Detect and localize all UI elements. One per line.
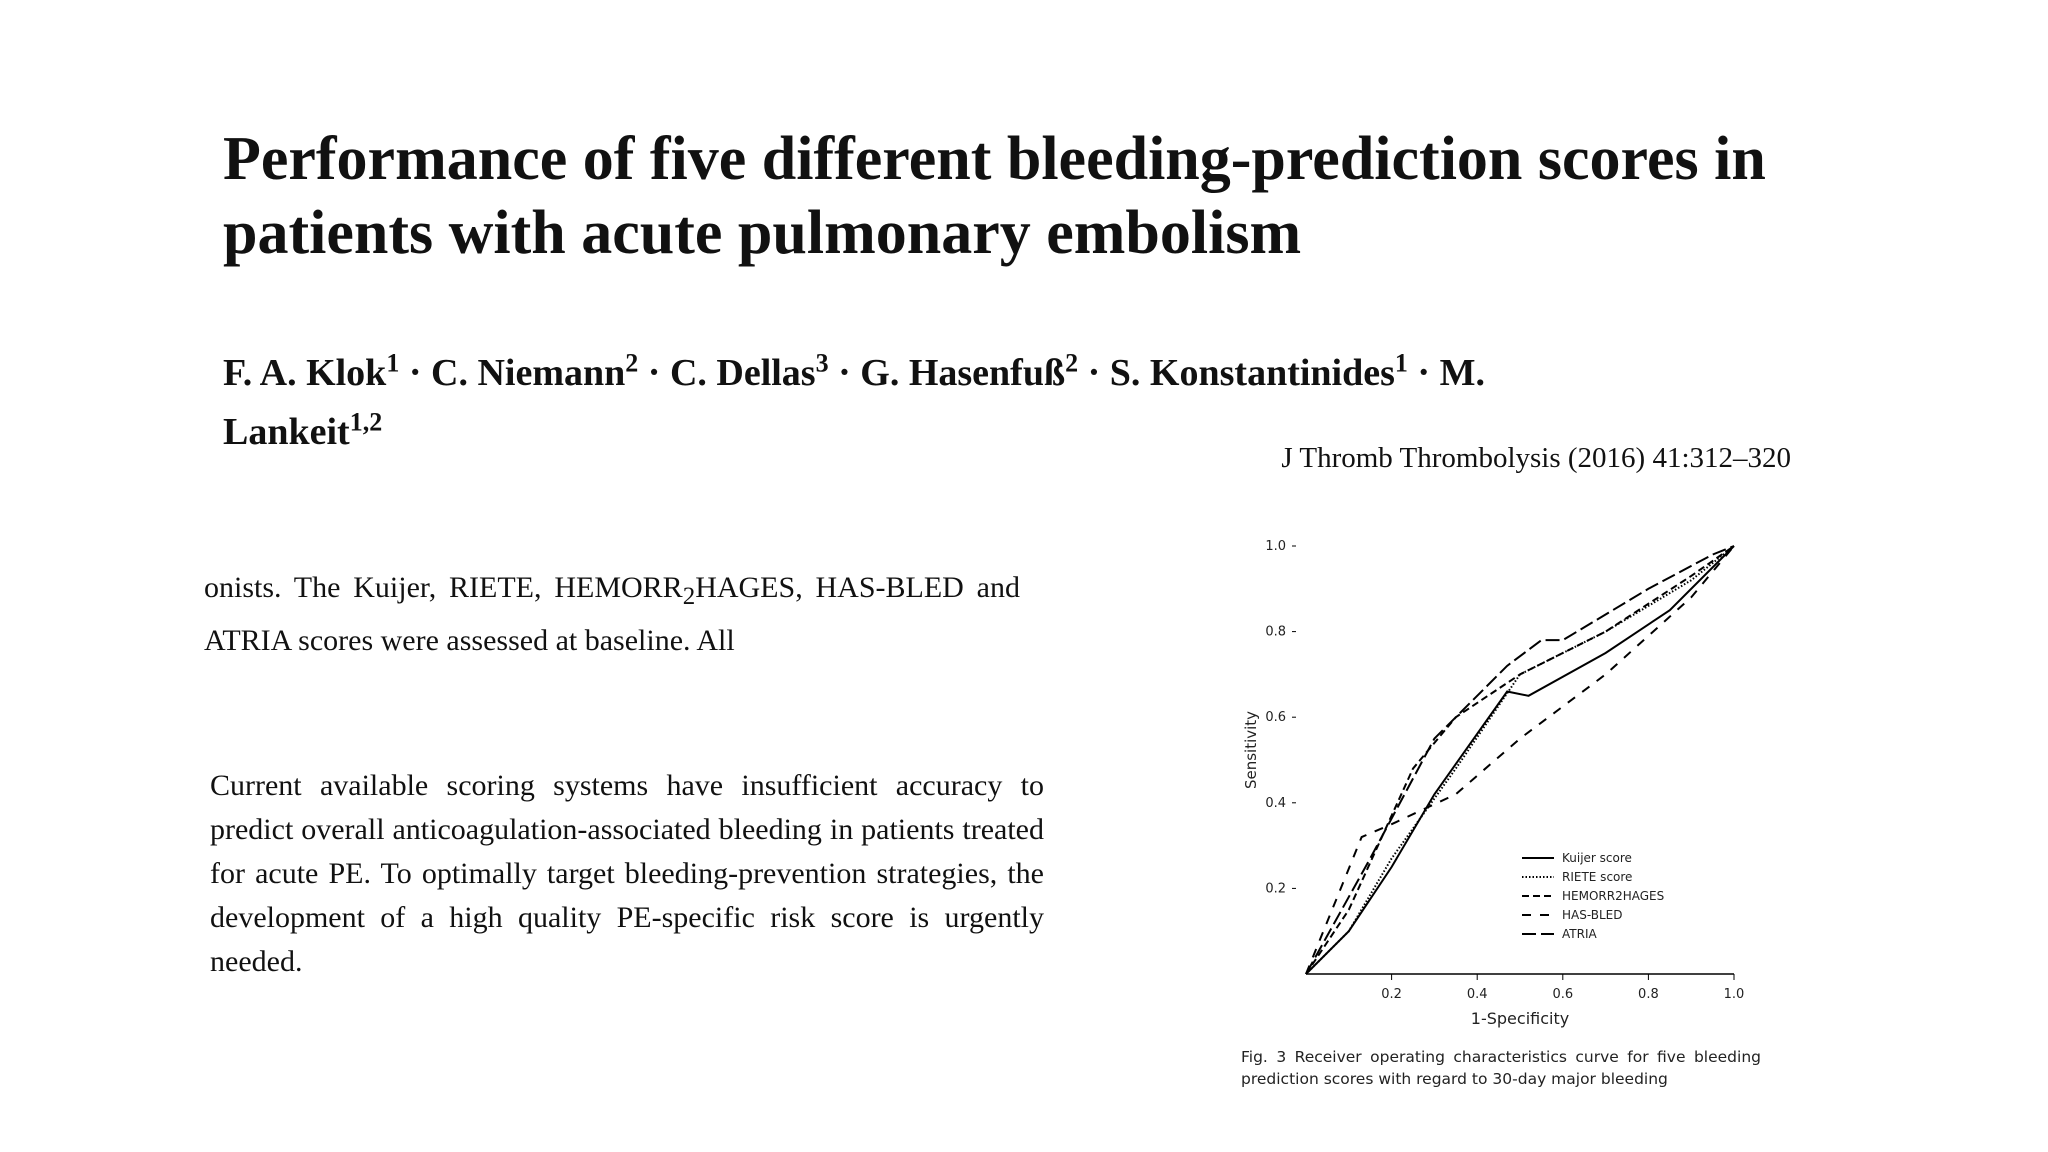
y-tick-label: 0.4 xyxy=(1265,796,1286,811)
roc-curve xyxy=(1305,545,1735,975)
author-affiliation: 2 xyxy=(1065,348,1079,377)
y-tick-label: 1.0 xyxy=(1265,539,1286,554)
excerpt: Current available scoring systems have i… xyxy=(210,769,1044,978)
legend-label: ATRIA xyxy=(1562,927,1597,941)
author: C. Dellas3 xyxy=(669,348,829,394)
author-name: C. Dellas xyxy=(669,351,816,394)
excerpt: onists. The Kuijer, RIETE, HEMORR2HAGES,… xyxy=(204,566,1020,663)
author-affiliation: 2 xyxy=(625,348,639,377)
x-tick-label: 0.2 xyxy=(1381,987,1402,1002)
y-tick-label: 0.8 xyxy=(1265,625,1286,640)
author-affiliation: 1 xyxy=(1394,348,1408,377)
author: G. Hasenfuß2 xyxy=(860,348,1078,394)
author: M. Lankeit1,2 xyxy=(223,352,1485,454)
x-tick-label: 0.8 xyxy=(1638,987,1659,1002)
y-tick-label: 0.2 xyxy=(1265,881,1286,896)
excerpt-text: HAGES, HAS-BLED and ATRIA scores were as… xyxy=(204,571,1020,657)
x-axis-label: 1-Specificity xyxy=(1471,1009,1569,1028)
roc-curve xyxy=(1305,545,1735,975)
author-separator: · xyxy=(647,351,661,394)
author-affiliation: 1,2 xyxy=(349,407,383,437)
paper-title: Performance of five different bleeding-p… xyxy=(223,125,1766,267)
roc-curve xyxy=(1305,545,1735,975)
author-name: C. Niemann xyxy=(431,351,626,394)
legend-label: Kuijer score xyxy=(1562,851,1632,865)
author: C. Niemann2 xyxy=(431,348,638,394)
legend-label: HAS-BLED xyxy=(1562,908,1623,922)
journal-reference: J Thromb Thrombolysis (2016) 41:312–320 xyxy=(1281,442,1791,474)
figure-caption: Fig. 3 Receiver operating characteristic… xyxy=(1241,1048,1761,1088)
author-name: F. A. Klok xyxy=(223,351,387,394)
excerpt-subscript: 2 xyxy=(682,583,696,610)
y-tick-label: 0.6 xyxy=(1265,710,1286,725)
author-affiliation: 3 xyxy=(815,348,829,377)
roc-curve xyxy=(1305,545,1735,975)
roc-curve xyxy=(1305,545,1735,975)
author-separator: · xyxy=(838,351,851,394)
author-separator: · xyxy=(1087,351,1101,394)
x-tick-label: 0.4 xyxy=(1467,987,1488,1002)
excerpt-text: onists. The Kuijer, RIETE, HEMORR xyxy=(204,571,683,604)
author-name: M. Lankeit xyxy=(223,351,1485,454)
author: S. Konstantinides1 xyxy=(1109,348,1408,394)
authors: F. A. Klok1 · C. Niemann2 · C. Dellas3 ·… xyxy=(223,338,1603,457)
author: F. A. Klok1 xyxy=(223,348,399,394)
author-name: G. Hasenfuß xyxy=(860,351,1066,394)
legend-label: HEMORR2HAGES xyxy=(1562,889,1664,903)
legend-label: RIETE score xyxy=(1562,870,1632,884)
author-separator: · xyxy=(1417,351,1431,394)
x-tick-label: 1.0 xyxy=(1724,987,1745,1002)
author-name: S. Konstantinides xyxy=(1109,351,1395,394)
roc-chart: 0.2 0.4 0.6 0.8 1.0 0.2 0.4 0.6 0.8 1.0 1-Specific… xyxy=(1242,539,1745,1028)
author-affiliation: 1 xyxy=(386,348,400,377)
x-tick-label: 0.6 xyxy=(1552,987,1573,1002)
y-axis-label: Sensitivity xyxy=(1242,711,1260,789)
author-separator: · xyxy=(408,351,422,394)
